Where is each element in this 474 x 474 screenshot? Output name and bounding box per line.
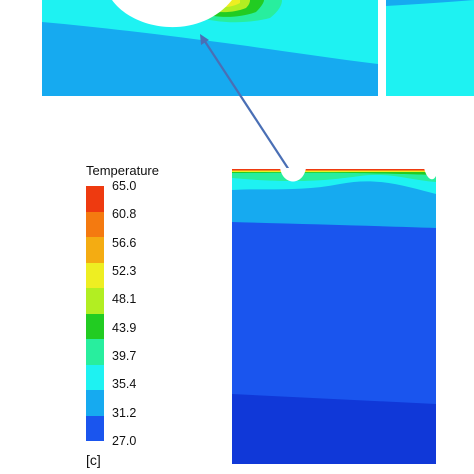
legend-band [86,364,104,390]
legend-band [86,262,104,288]
legend-tick-label: 27.0 [112,434,137,448]
leader-arrow [200,34,294,177]
legend-tick-label: 56.6 [112,235,137,250]
legend-tick-label: 39.7 [112,349,137,363]
main-domain [232,168,436,464]
legend-tick-label: 65.0 [112,179,137,193]
zoomed-inset-left [42,0,378,96]
hole-cutout-main [280,168,306,182]
hole-cutout-zoomed [112,0,232,28]
zoomed-inset-right [386,0,474,96]
legend-tick-label: 48.1 [112,292,137,307]
legend-unit: [c] [86,452,101,468]
legend-colorbar [86,186,104,441]
legend-tick-label: 31.2 [112,405,137,420]
legend-band [86,415,104,441]
legend-band [86,237,104,263]
legend-band [86,211,104,237]
legend-title: Temperature [86,163,159,178]
legend-band [86,288,104,314]
legend-band [86,339,104,365]
legend-band [86,390,104,416]
legend-band [86,186,104,212]
legend-band [86,313,104,339]
legend-tick-label: 43.9 [112,320,137,335]
edge-cutout-main [424,168,436,180]
legend-tick-label: 60.8 [112,207,137,222]
legend-tick-label: 35.4 [112,377,137,392]
legend-tick-label: 52.3 [112,264,137,278]
